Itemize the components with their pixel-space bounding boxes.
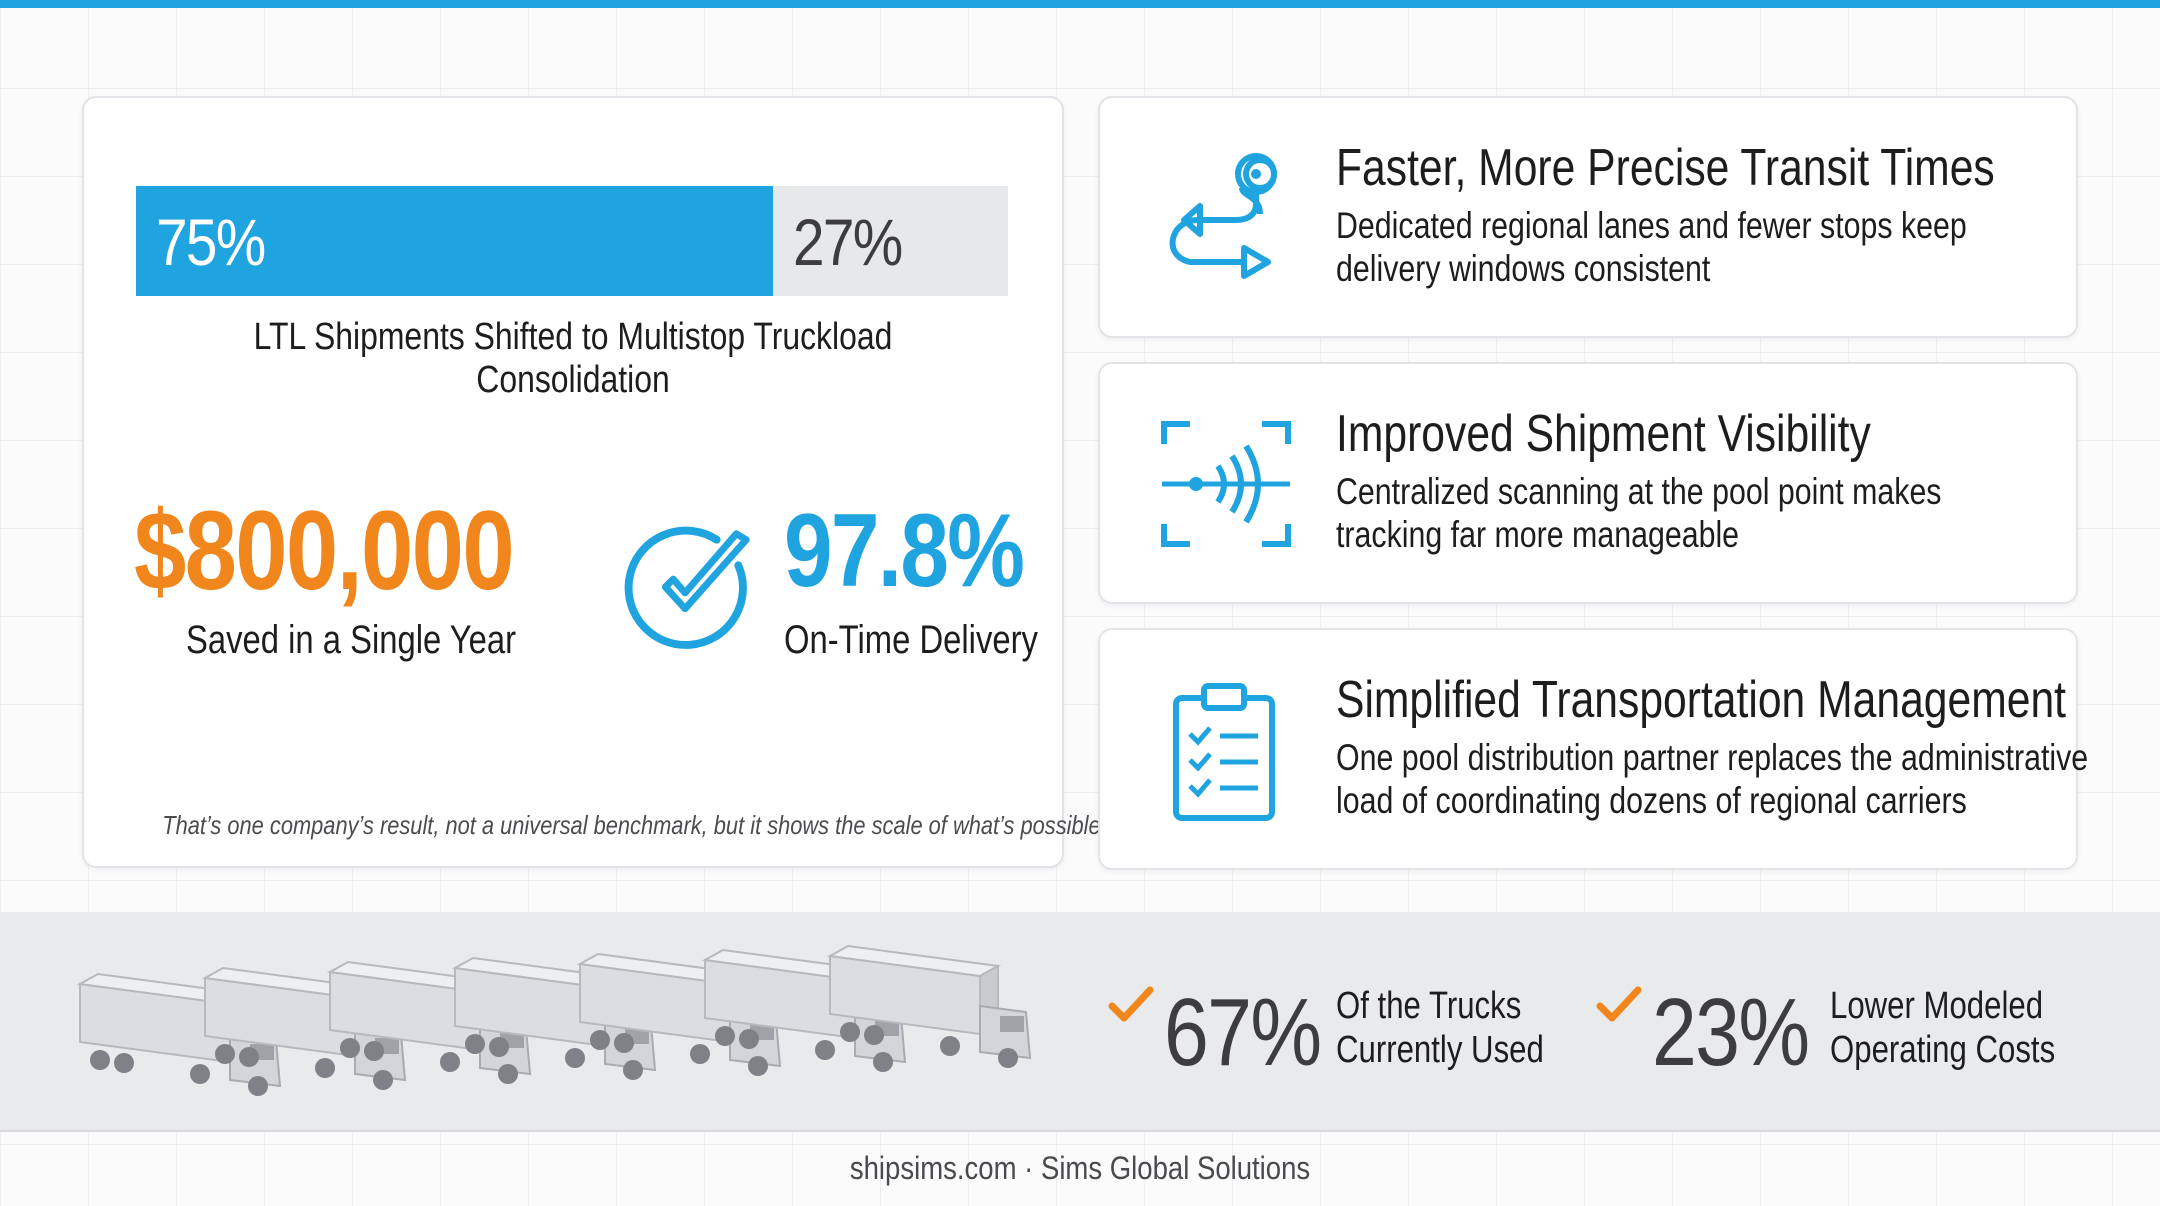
- route-pin-icon: [1169, 153, 1278, 279]
- operating-costs-label: Lower Modeled Operating Costs: [1830, 985, 2056, 1071]
- feature-title: Improved Shipment Visibility: [1336, 405, 1871, 463]
- shifted-percent: 75%: [156, 205, 266, 279]
- feature-description: Dedicated regional lanes and fewer stops…: [1336, 205, 1967, 289]
- stats-band: 67% Of the Trucks Currently Used 23% Low…: [0, 912, 2160, 1132]
- feature-card-transit: Faster, More Precise Transit Times Dedic…: [1098, 96, 2078, 338]
- orange-check-icon: [1596, 986, 1642, 1022]
- footer-credit: shipsims.com · Sims Global Solutions: [849, 1150, 1311, 1186]
- truck-fleet-image: [79, 945, 1031, 1097]
- scan-signal-icon: [1161, 421, 1291, 547]
- top-accent-bar: [0, 0, 2160, 8]
- trucks-used-value: 67%: [1164, 979, 1322, 1086]
- consolidation-bar: 75% 27%: [136, 186, 1008, 296]
- orange-check-icon: [1108, 986, 1154, 1022]
- consolidation-caption: LTL Shipments Shifted to Multistop Truck…: [253, 316, 893, 401]
- check-circle-icon: [624, 526, 750, 649]
- results-card: 75% 27% LTL Shipments Shifted to Multist…: [82, 96, 1107, 868]
- remaining-percent: 27%: [793, 205, 903, 279]
- trucks-used-label: Of the Trucks Currently Used: [1336, 985, 1544, 1071]
- feature-title: Simplified Transportation Management: [1336, 671, 2067, 729]
- feature-description: One pool distribution partner replaces t…: [1336, 737, 2089, 821]
- on-time-value: 97.8%: [784, 493, 1025, 609]
- feature-title: Faster, More Precise Transit Times: [1336, 139, 1995, 197]
- consolidation-bar-fill: [136, 186, 773, 296]
- footnote: That’s one company’s result, not a unive…: [162, 810, 1107, 840]
- clipboard-checklist-icon: [1173, 683, 1275, 821]
- feature-card-visibility: Improved Shipment Visibility Centralized…: [1098, 362, 2078, 604]
- feature-card-management: Simplified Transportation Management One…: [1098, 628, 2088, 870]
- on-time-label: On-Time Delivery: [784, 618, 1038, 662]
- feature-description: Centralized scanning at the pool point m…: [1336, 471, 1942, 555]
- savings-value: $800,000: [134, 488, 515, 613]
- savings-label: Saved in a Single Year: [186, 618, 517, 662]
- operating-costs-value: 23%: [1652, 979, 1810, 1086]
